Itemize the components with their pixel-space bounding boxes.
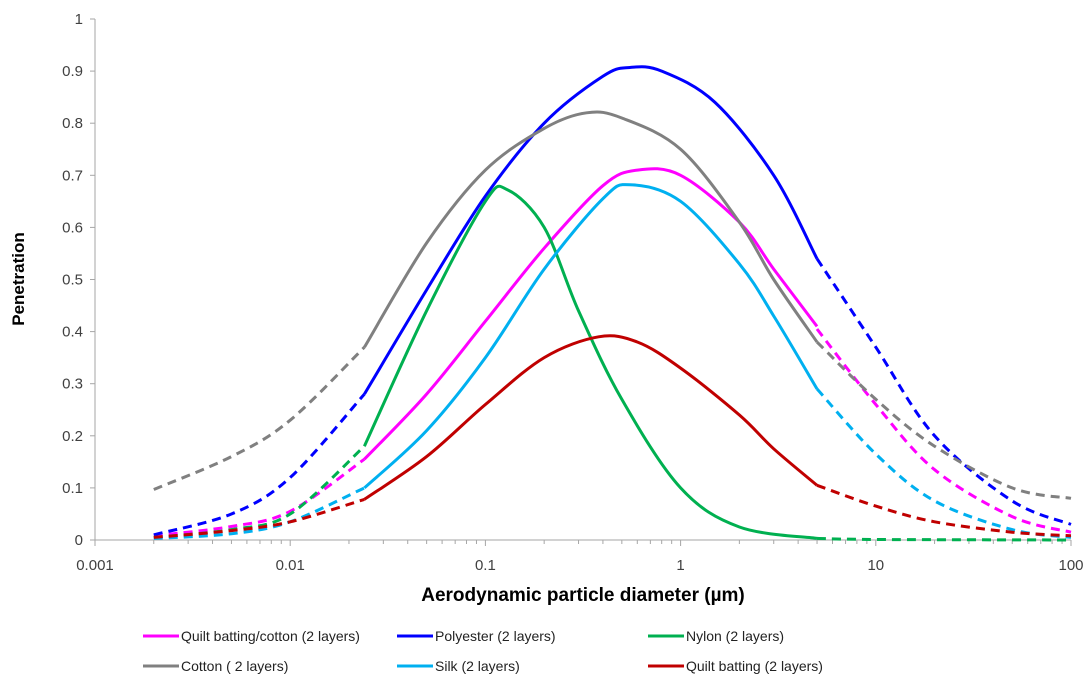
- legend-item: Polyester (2 layers): [397, 628, 556, 644]
- series-line-dashed-left: [153, 346, 366, 491]
- y-tick-label: 1: [75, 11, 83, 28]
- legend-item: Quilt batting (2 layers): [648, 658, 823, 674]
- legend-item: Silk (2 layers): [397, 658, 520, 674]
- series-line-dashed-right: [816, 536, 1072, 542]
- y-tick-label: 0.2: [62, 428, 83, 445]
- series-line-dashed-right: [815, 257, 1072, 526]
- series-line-dashed-right: [816, 483, 1072, 538]
- x-tick-label: 0.1: [475, 557, 496, 574]
- legend-item: Cotton ( 2 layers): [143, 658, 288, 674]
- y-tick-label: 0.9: [62, 63, 83, 80]
- series-2: [153, 65, 1072, 537]
- y-tick-label: 0.8: [62, 115, 83, 132]
- legend-label: Silk (2 layers): [435, 658, 520, 674]
- x-tick-label: 0.01: [276, 557, 305, 574]
- legend-item: Nylon (2 layers): [648, 628, 784, 644]
- legend-label: Polyester (2 layers): [435, 628, 556, 644]
- legend-label: Quilt batting (2 layers): [686, 658, 823, 674]
- y-tick-label: 0.4: [62, 324, 83, 341]
- legend-label: Cotton ( 2 layers): [181, 658, 288, 674]
- y-tick-label: 0.6: [62, 219, 83, 236]
- series-line-solid: [363, 183, 819, 490]
- x-tick-label: 10: [867, 557, 884, 574]
- series-6: [153, 334, 1072, 539]
- series-line-dashed-right: [815, 340, 1072, 500]
- y-tick-label: 0: [75, 532, 83, 549]
- legend-label: Quilt batting/cotton (2 layers): [181, 628, 360, 644]
- y-tick-label: 0.1: [62, 480, 83, 497]
- x-axis-title: Aerodynamic particle diameter (µm): [421, 585, 745, 606]
- axes: 0 0.1 0.2 0.3 0.4 0.5 0.6 0.7 0.8 0.9 1 0.001 0.01 0.…: [62, 11, 1083, 574]
- series-line-dashed-left: [153, 486, 366, 540]
- y-axis-title: Penetration: [9, 232, 28, 326]
- series-line-dashed-left: [153, 497, 365, 539]
- series-layer: [153, 65, 1072, 542]
- y-tick-label: 0.7: [62, 167, 83, 184]
- legend: Quilt batting/cotton (2 layers) Polyester…: [143, 628, 823, 674]
- series-line-solid: [363, 334, 818, 501]
- x-tick-label: 1: [676, 557, 684, 574]
- series-line-solid: [363, 167, 819, 461]
- series-line-solid: [363, 110, 819, 348]
- y-tick-label: 0.5: [62, 272, 83, 289]
- series-line-solid: [363, 65, 819, 395]
- legend-label: Nylon (2 layers): [686, 628, 784, 644]
- x-tick-label: 100: [1058, 557, 1083, 574]
- legend-item: Quilt batting/cotton (2 layers): [143, 628, 360, 644]
- x-tick-label: 0.001: [76, 557, 114, 574]
- series-line-dashed-left: [153, 457, 366, 538]
- series-line-dashed-left: [153, 393, 366, 537]
- series-line-solid: [363, 184, 818, 540]
- series-4: [153, 110, 1072, 500]
- y-tick-label: 0.3: [62, 376, 83, 393]
